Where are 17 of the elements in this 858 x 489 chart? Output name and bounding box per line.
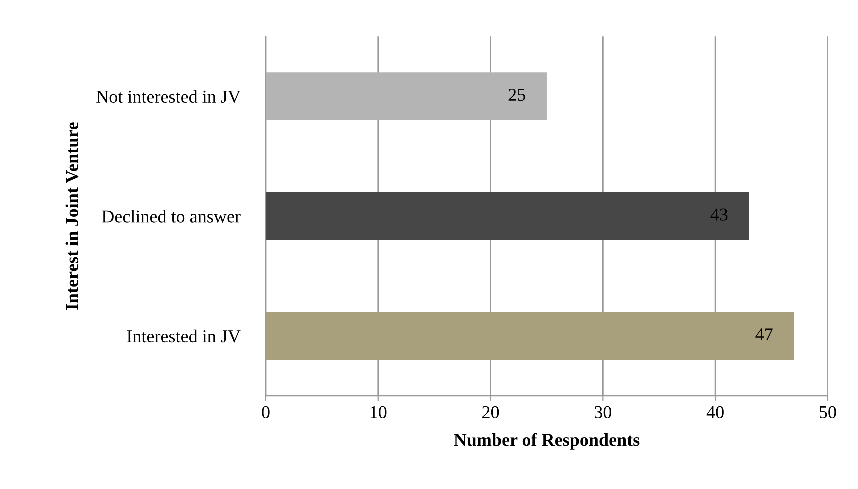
y-tick-label: Declined to answer	[102, 210, 241, 223]
data-label: 43	[710, 208, 728, 221]
x-tick-label: 20	[482, 406, 500, 419]
x-tick-label: 30	[595, 406, 612, 419]
bar	[266, 72, 547, 121]
x-tick-label: 40	[706, 406, 724, 419]
bar	[266, 312, 794, 360]
data-label: 25	[508, 88, 526, 102]
x-axis-title: Number of Respondents	[454, 433, 640, 450]
bar	[266, 192, 750, 240]
y-tick-label: Not interested in JV	[96, 90, 241, 104]
data-label: 47	[756, 328, 773, 341]
x-tick-label: 0	[262, 406, 270, 419]
x-tick-label: 50	[820, 406, 836, 419]
x-tick-label: 10	[370, 406, 387, 419]
y-axis-title: Interest in Joint Venture	[66, 122, 79, 310]
y-tick-label: Interested in JV	[127, 330, 241, 343]
